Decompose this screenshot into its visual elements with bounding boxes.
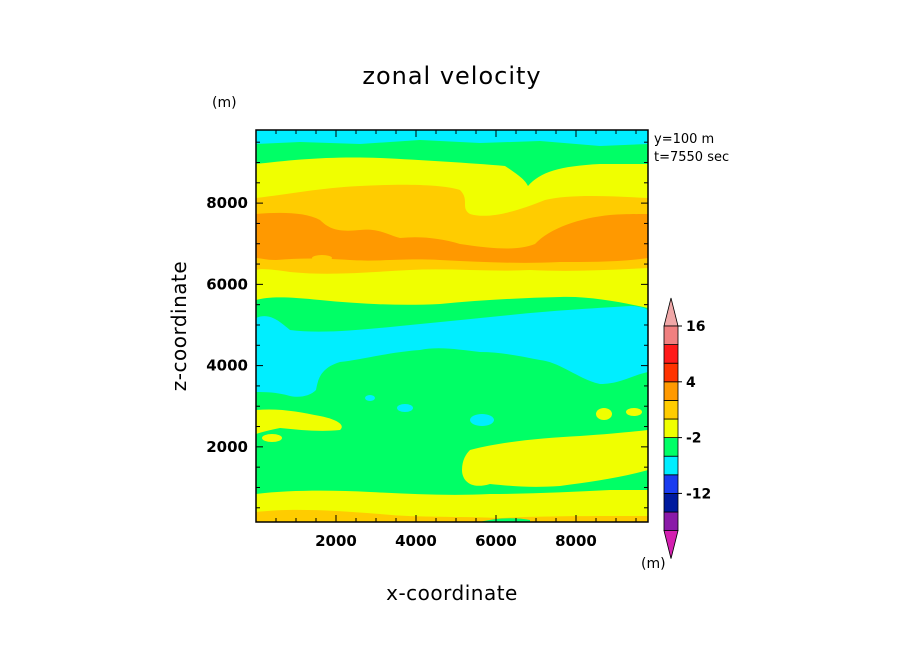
region-upper-darkorange (256, 212, 648, 263)
x-tick-label: 2000 (315, 532, 357, 550)
y-axis-label: z-coordinate (167, 261, 191, 391)
colorbar-band (663, 418, 679, 439)
region-yellow-patch-2 (626, 408, 642, 416)
x-axis-label: x-coordinate (386, 581, 518, 605)
region-middle-cyan (256, 306, 648, 397)
region-top-cyan (256, 130, 648, 146)
colorbar-band (663, 344, 679, 364)
region-small-orange-2 (312, 255, 332, 261)
y-tick-label: 2000 (206, 438, 248, 456)
colorbar-band (663, 474, 679, 494)
colorbar-band (663, 381, 679, 401)
x-axis-ticks: 2000 4000 6000 8000 (275, 130, 637, 550)
x-tick-label: 8000 (555, 532, 597, 550)
colorbar-unit-label: (m) (641, 556, 666, 572)
colorbar-tick-label: 16 (686, 319, 705, 335)
region-yellow-patch-3 (262, 434, 282, 442)
colorbar-band (663, 437, 679, 457)
colorbar-tick-label: 4 (686, 375, 696, 391)
x-tick-label: 4000 (395, 532, 437, 550)
region-yellow-patch-1 (596, 408, 612, 420)
region-bottom-green (480, 518, 530, 522)
colorbar-band (663, 399, 679, 420)
colorbar-tick-label: -12 (686, 486, 711, 502)
chart-title: zonal velocity (362, 62, 541, 90)
y-unit-label: (m) (212, 95, 237, 111)
colorbar-bottom-arrow (663, 530, 679, 559)
region-lower-yellow-left (256, 409, 342, 434)
region-lower-yellow-right (462, 430, 648, 487)
colorbar-top-arrow (663, 297, 679, 327)
x-tick-label: 6000 (475, 532, 517, 550)
region-cyan-patch-3 (365, 395, 375, 401)
region-bottom-orange (256, 509, 648, 522)
colorbar-band (663, 492, 679, 513)
plot-frame (255, 129, 649, 523)
colorbar-band (663, 511, 679, 532)
colorbar: -12 -2 4 16 (663, 297, 711, 559)
colorbar-tick-label: -2 (686, 431, 702, 447)
y-tick-label: 6000 (206, 275, 248, 293)
colorbar-band (663, 362, 679, 383)
y-axis-ticks: 2000 4000 6000 8000 (206, 141, 648, 509)
contour-field (255, 129, 649, 523)
annotation-y: y=100 m (654, 132, 714, 147)
y-tick-label: 4000 (206, 357, 248, 375)
colorbar-band (663, 325, 679, 346)
region-cyan-patch-1 (470, 414, 494, 426)
y-tick-label: 8000 (206, 194, 248, 212)
colorbar-band (663, 455, 679, 476)
annotation-t: t=7550 sec (654, 150, 729, 165)
region-small-orange-1 (376, 224, 396, 232)
region-cyan-patch-2 (397, 404, 413, 412)
